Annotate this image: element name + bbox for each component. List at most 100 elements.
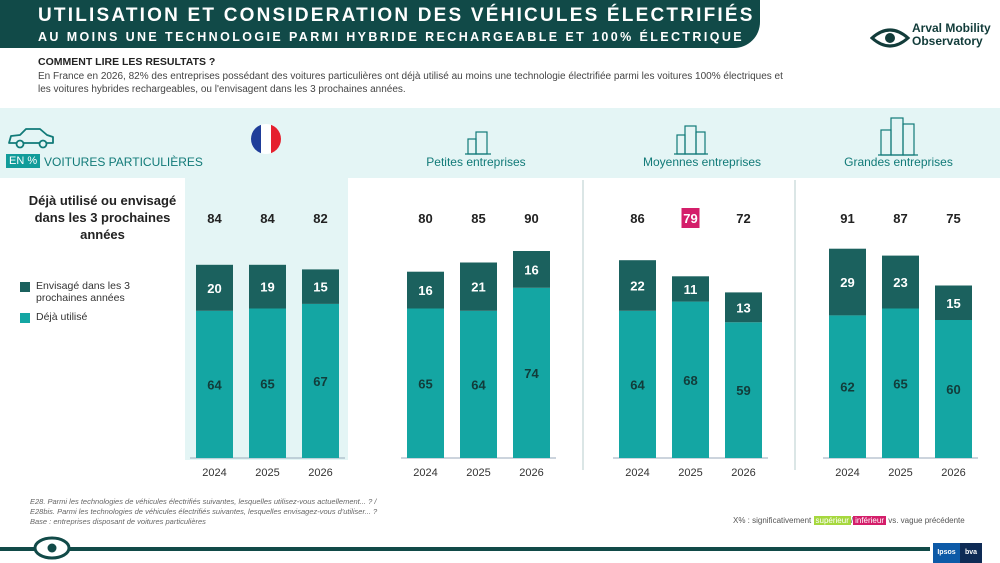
data-label-envisage: 16 xyxy=(418,283,432,298)
france-flag-icon xyxy=(251,124,281,154)
group-header-band xyxy=(0,108,1000,178)
how-to-read-title: COMMENT LIRE LES RESULTATS ? xyxy=(38,56,216,68)
data-label-deja-utilise: 64 xyxy=(630,377,645,392)
sig-prefix: X% : significativement xyxy=(733,516,812,525)
data-label-envisage: 20 xyxy=(207,281,221,296)
footnote-2: E28bis. Parmi les technologies de véhicu… xyxy=(30,507,378,516)
group-label-moyennes: Moyennes entreprises xyxy=(642,155,762,169)
bar-envisage xyxy=(460,262,497,311)
bar-deja-utilise xyxy=(672,301,709,458)
total-highlight-box xyxy=(681,208,700,228)
footnote-base: Base : entreprises disposant de voitures… xyxy=(30,517,206,526)
data-label-envisage: 23 xyxy=(893,275,907,290)
sig-suffix: vs. vague précédente xyxy=(888,516,965,525)
sig-higher: supérieur xyxy=(813,516,851,525)
question-label: Déjà utilisé ou envisagé dans les 3 proc… xyxy=(28,193,177,242)
how-to-read-text: En France en 2026, 82% des entreprises p… xyxy=(38,71,783,95)
total-label: 91 xyxy=(840,211,854,226)
x-tick-label: 2025 xyxy=(888,467,912,479)
total-label: 80 xyxy=(418,211,432,226)
x-tick-label: 2024 xyxy=(625,467,649,479)
data-label-deja-utilise: 65 xyxy=(260,376,274,391)
total-label: 87 xyxy=(893,211,907,226)
x-tick-label: 2026 xyxy=(519,467,543,479)
bar-envisage xyxy=(619,260,656,311)
sig-sep: / xyxy=(850,516,854,525)
bar-envisage xyxy=(935,285,972,320)
footnotes: E28. Parmi les technologies de véhicules… xyxy=(30,497,377,527)
bar-deja-utilise xyxy=(302,303,339,458)
bar-deja-utilise xyxy=(196,310,233,458)
group-label-petites: Petites entreprises xyxy=(426,155,526,169)
x-tick-label: 2024 xyxy=(202,467,226,479)
bar-envisage xyxy=(672,276,709,302)
small-building-icon xyxy=(465,131,491,155)
bar-deja-utilise xyxy=(513,287,550,458)
group-label-grandes: Grandes entreprises xyxy=(844,155,953,169)
total-label: 75 xyxy=(946,211,960,226)
car-icon xyxy=(8,128,54,149)
stacked-bar-chart: 64 20 84 2024 65 19 84 2025 67 15 82 2026 65 16 80 2024… xyxy=(190,180,978,479)
page-subtitle: AU MOINS UNE TECHNOLOGIE PARMI HYBRIDE R… xyxy=(38,30,745,44)
bar-deja-utilise xyxy=(619,310,656,458)
unit-badge: EN % xyxy=(6,154,41,168)
footnote-1: E28. Parmi les technologies de véhicules… xyxy=(30,497,377,506)
total-label: 79 xyxy=(683,211,697,226)
bar-deja-utilise xyxy=(935,320,972,458)
bar-envisage xyxy=(513,251,550,288)
data-label-deja-utilise: 65 xyxy=(418,376,432,391)
bar-deja-utilise xyxy=(725,322,762,458)
x-tick-label: 2025 xyxy=(678,467,702,479)
data-label-deja-utilise: 64 xyxy=(207,377,222,392)
legend-item-envisage: Envisagé dans les 3 prochaines années xyxy=(20,280,170,304)
total-label: 82 xyxy=(313,211,327,226)
legend-swatch-deja-utilise xyxy=(20,313,30,323)
bottom-rule xyxy=(0,547,930,551)
data-label-deja-utilise: 68 xyxy=(683,373,697,388)
bar-deja-utilise xyxy=(249,308,286,458)
data-label-deja-utilise: 65 xyxy=(893,376,907,391)
significance-note: X% : significativement supérieur / inférie… xyxy=(733,516,965,525)
legend-item-deja-utilise: Déjà utilisé xyxy=(20,311,170,323)
total-label: 72 xyxy=(736,211,750,226)
x-tick-label: 2026 xyxy=(731,467,755,479)
x-tick-label: 2026 xyxy=(941,467,965,479)
data-label-deja-utilise: 62 xyxy=(840,380,854,395)
legend-label-deja-utilise: Déjà utilisé xyxy=(36,311,88,323)
bar-envisage xyxy=(882,255,919,309)
x-tick-label: 2024 xyxy=(835,467,859,479)
header-band xyxy=(0,0,760,48)
data-label-deja-utilise: 59 xyxy=(736,383,750,398)
bar-deja-utilise xyxy=(460,310,497,458)
bar-envisage xyxy=(302,269,339,304)
page-title: UTILISATION ET CONSIDERATION DES VÉHICUL… xyxy=(38,5,755,26)
brand-name: Arval Mobility Observatory xyxy=(912,22,991,48)
data-label-envisage: 15 xyxy=(946,296,960,311)
data-label-deja-utilise: 67 xyxy=(313,374,327,389)
total-label: 84 xyxy=(207,211,222,226)
ipsos-logo: Ipsos xyxy=(933,543,960,563)
eye-icon xyxy=(33,536,71,560)
legend: Envisagé dans les 3 prochaines années Dé… xyxy=(20,280,170,323)
vehicle-type-label: VOITURES PARTICULIÈRES xyxy=(44,155,203,169)
data-label-envisage: 19 xyxy=(260,280,274,295)
bar-envisage xyxy=(196,264,233,311)
data-label-envisage: 21 xyxy=(471,280,485,295)
large-building-icon xyxy=(878,117,918,156)
data-label-envisage: 22 xyxy=(630,279,644,294)
data-label-deja-utilise: 60 xyxy=(946,382,960,397)
data-label-envisage: 29 xyxy=(840,275,854,290)
data-label-deja-utilise: 74 xyxy=(524,366,539,381)
data-label-deja-utilise: 64 xyxy=(471,377,486,392)
total-label: 84 xyxy=(260,211,275,226)
sig-lower: inférieur xyxy=(853,516,886,525)
bar-deja-utilise xyxy=(829,315,866,458)
bar-envisage xyxy=(829,248,866,316)
medium-building-icon xyxy=(674,125,708,155)
data-label-envisage: 15 xyxy=(313,280,327,295)
x-tick-label: 2024 xyxy=(413,467,437,479)
legend-label-envisage: Envisagé dans les 3 prochaines années xyxy=(36,280,130,304)
total-label: 85 xyxy=(471,211,485,226)
bva-logo: bva xyxy=(960,543,982,563)
total-label: 86 xyxy=(630,211,644,226)
